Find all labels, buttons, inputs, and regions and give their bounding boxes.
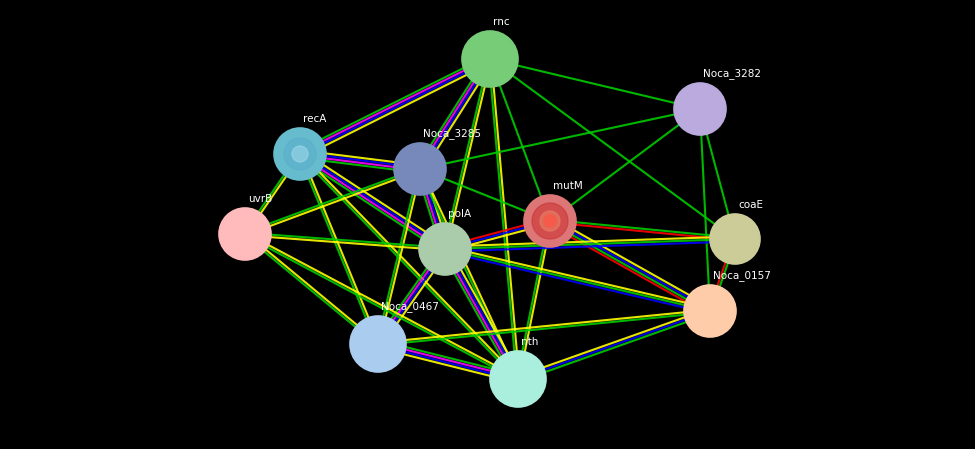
Circle shape [674,83,726,135]
Circle shape [462,31,518,87]
Circle shape [684,285,736,337]
Circle shape [284,138,316,170]
Text: Noca_0467: Noca_0467 [381,301,439,312]
Text: coaE: coaE [738,200,763,210]
Text: Noca_3282: Noca_3282 [703,68,761,79]
Circle shape [490,351,546,407]
Circle shape [350,316,406,372]
Text: recA: recA [303,114,327,124]
Circle shape [419,223,471,275]
Circle shape [394,143,446,195]
Text: Noca_3285: Noca_3285 [423,128,481,139]
Circle shape [540,211,560,231]
Circle shape [524,195,576,247]
Circle shape [292,146,308,162]
Text: uvrB: uvrB [248,194,272,204]
Text: mutM: mutM [553,181,583,191]
Text: nth: nth [521,337,538,347]
Circle shape [274,128,326,180]
Text: polA: polA [448,209,471,219]
Text: rnc: rnc [493,17,510,27]
Circle shape [710,214,760,264]
Circle shape [219,208,271,260]
Circle shape [544,215,556,227]
Circle shape [532,203,568,239]
Text: Noca_0157: Noca_0157 [713,270,771,281]
